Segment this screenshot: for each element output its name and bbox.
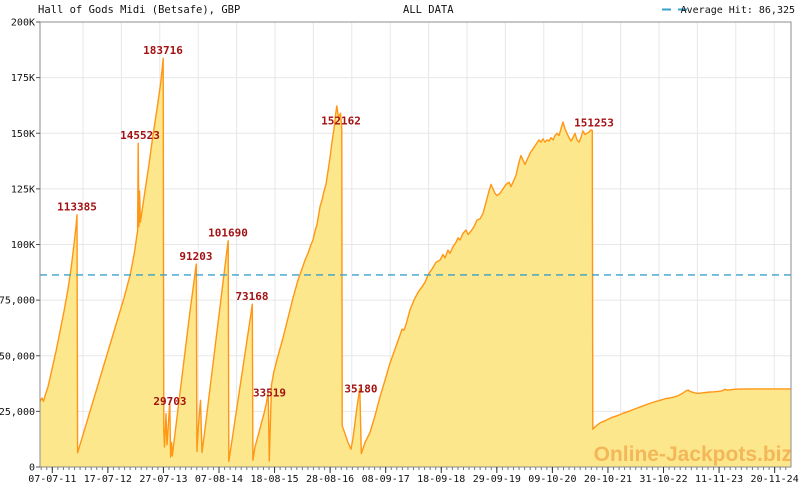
y-axis-label: 75,000 bbox=[0, 296, 35, 307]
peak-annotation: 113385 bbox=[57, 201, 97, 214]
plot-area: 200K175K150K125K100K75,00050,00025,00000… bbox=[0, 18, 799, 486]
y-axis-label: 200K bbox=[11, 18, 35, 29]
x-axis-label: 27-07-13 bbox=[139, 474, 187, 485]
y-axis-label: 125K bbox=[11, 184, 35, 195]
x-axis-label: 09-10-20 bbox=[528, 474, 576, 485]
x-axis-label: 17-07-12 bbox=[84, 474, 132, 485]
peak-annotation: 151253 bbox=[574, 116, 614, 129]
x-axis-label: 18-08-15 bbox=[250, 474, 298, 485]
y-axis-label: 175K bbox=[11, 73, 35, 84]
y-axis-label: 25,000 bbox=[0, 407, 35, 418]
chart-subtitle: ALL DATA bbox=[403, 4, 454, 16]
y-axis-label: 50,000 bbox=[0, 351, 35, 362]
watermark: Online-Jackpots.biz bbox=[594, 443, 792, 466]
x-axis-label: 11-11-23 bbox=[695, 474, 743, 485]
x-axis-label: 07-07-11 bbox=[28, 474, 76, 485]
x-axis-label: 20-10-21 bbox=[584, 474, 632, 485]
x-axis-label: 29-09-19 bbox=[473, 474, 521, 485]
peak-annotation: 183716 bbox=[143, 44, 183, 57]
peak-annotation: 35180 bbox=[344, 383, 377, 396]
y-axis-label: 100K bbox=[11, 240, 35, 251]
peak-annotation: 29703 bbox=[153, 395, 186, 408]
x-axis-label: 20-11-24 bbox=[751, 474, 799, 485]
y-axis-label: 150K bbox=[11, 129, 35, 140]
peak-annotation: 91203 bbox=[179, 250, 212, 263]
y-axis-label: 0 bbox=[29, 463, 35, 474]
jackpot-area-fill bbox=[40, 58, 791, 467]
peak-annotation: 152162 bbox=[321, 114, 361, 127]
x-axis-label: 08-09-17 bbox=[362, 474, 410, 485]
x-axis-label: 28-08-16 bbox=[306, 474, 354, 485]
jackpot-line bbox=[39, 57, 791, 463]
x-axis-label: 07-08-14 bbox=[195, 474, 243, 485]
chart-title: Hall of Gods Midi (Betsafe), GBP bbox=[38, 4, 240, 16]
peak-annotation: 73168 bbox=[235, 290, 268, 303]
peak-annotation: 145523 bbox=[120, 129, 160, 142]
x-axis-label: 31-10-22 bbox=[639, 474, 687, 485]
peak-annotation: 33519 bbox=[253, 386, 286, 399]
peak-annotation: 101690 bbox=[208, 227, 248, 240]
x-axis-label: 18-09-18 bbox=[417, 474, 465, 485]
average-hit-legend-label: Average Hit: 86,325 bbox=[681, 5, 795, 16]
